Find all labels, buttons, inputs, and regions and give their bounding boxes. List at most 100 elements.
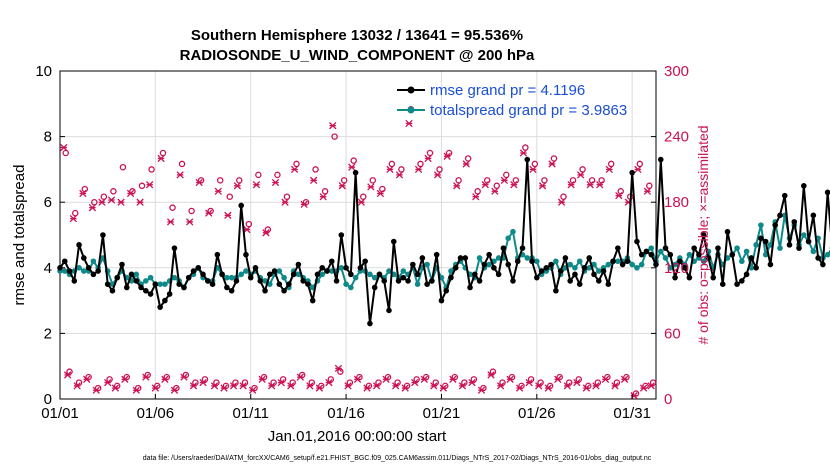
obs-assimilated-point (161, 375, 169, 383)
obs-possible-point (283, 193, 291, 200)
obs-assimilated-point (500, 176, 509, 184)
rmse-point (600, 268, 607, 274)
obs-assimilated-point (344, 382, 352, 390)
rmse-point (705, 255, 712, 261)
obs-assimilated-point (176, 171, 184, 179)
obs-assimilated-point (519, 149, 528, 157)
spread-point (238, 271, 244, 278)
obs-possible-point (426, 149, 434, 157)
spread-point (371, 274, 378, 281)
x-tick-label: 01/01 (41, 405, 79, 422)
obs-possible-point (607, 160, 615, 168)
y-tick-label: 8 (44, 129, 52, 146)
obs-assimilated-point (229, 382, 238, 390)
spread-point (576, 258, 583, 265)
spread-point (171, 274, 178, 281)
rmse-point (395, 278, 402, 284)
spread-point (243, 268, 249, 274)
obs-possible-point (270, 379, 277, 386)
rmse-point (615, 245, 621, 251)
spread-point (143, 278, 149, 284)
rmse-point (262, 287, 268, 294)
obs-assimilated-point (634, 165, 642, 174)
obs-possible-point (432, 379, 439, 386)
obs-assimilated-point (186, 218, 194, 226)
spread-point (343, 281, 349, 288)
obs-possible-point (321, 188, 329, 195)
rmse-point (772, 222, 778, 228)
obs-assimilated-point (401, 384, 409, 392)
spread-point (162, 281, 168, 288)
obs-possible-point (359, 193, 367, 200)
rmse-point (538, 268, 545, 274)
rmse-point (100, 232, 106, 238)
rmse-point (266, 271, 273, 278)
obs-assimilated-point (233, 182, 242, 190)
rmse-point (414, 271, 421, 278)
obs-assimilated-point (573, 378, 581, 387)
obs-possible-point (369, 177, 377, 184)
legend: rmse grand pr = 4.1196 totalspread grand… (397, 82, 627, 119)
spread-point (476, 255, 483, 261)
rmse-point (467, 284, 473, 291)
rmse-point (76, 242, 82, 248)
obs-assimilated-point (544, 384, 552, 392)
obs-assimilated-point (277, 378, 285, 387)
obs-assimilated-point (88, 204, 97, 212)
rmse-point (247, 274, 254, 281)
obs-assimilated-point (145, 181, 154, 189)
rmse-point (653, 261, 659, 268)
rmse-point (305, 281, 311, 288)
obs-possible-point (436, 166, 443, 173)
obs-assimilated-point (372, 382, 381, 390)
obs-possible-point (62, 149, 69, 157)
obs-assimilated-point (538, 182, 547, 190)
rmse-point (567, 278, 573, 284)
rmse-point (805, 238, 812, 245)
rmse-point (481, 261, 488, 268)
rmse-point (66, 268, 73, 274)
rmse-point (758, 235, 764, 242)
spread-point (657, 248, 664, 255)
obs-possible-point (493, 182, 500, 190)
obs-possible-point (119, 163, 127, 171)
obs-assimilated-point (577, 171, 585, 179)
spread-point (686, 251, 693, 258)
obs-assimilated-point (248, 386, 257, 394)
x-tick-label: 01/11 (233, 405, 269, 422)
x-tick-label: 01/21 (423, 405, 461, 422)
obs-assimilated-point (214, 187, 222, 195)
spread-point (400, 268, 407, 274)
obs-possible-point (613, 379, 621, 386)
obs-assimilated-point (611, 382, 619, 390)
rmse-point (357, 265, 364, 271)
rmse-point (271, 268, 278, 274)
spread-point (534, 258, 540, 265)
obs-assimilated-point (268, 382, 276, 390)
obs-assimilated-point (395, 171, 404, 179)
legend-spread-marker (407, 106, 415, 114)
obs-assimilated-point (620, 375, 629, 383)
rmse-point (548, 261, 554, 268)
spread-point (319, 271, 326, 278)
rmse-point (219, 271, 225, 278)
obs-assimilated-point (92, 386, 100, 394)
rmse-point (524, 156, 531, 163)
y2-tick-label: 300 (664, 63, 689, 80)
obs-assimilated-point (424, 154, 432, 163)
spread-point (615, 258, 621, 265)
obs-assimilated-point (376, 189, 385, 198)
rmse-point (472, 271, 478, 278)
y-tick-label: 2 (44, 325, 52, 342)
rmse-point (715, 245, 721, 251)
legend-rmse-label: rmse grand pr = 4.1196 (430, 82, 585, 99)
obs-possible-point (279, 376, 287, 383)
y2-tick-label: 240 (664, 129, 689, 146)
obs-possible-point (489, 368, 497, 375)
obs-possible-point (499, 379, 506, 386)
rmse-point (495, 271, 502, 278)
obs-possible-point (226, 193, 233, 200)
rmse-point (619, 261, 626, 268)
rmse-point (319, 265, 326, 271)
spread-point (810, 248, 817, 255)
